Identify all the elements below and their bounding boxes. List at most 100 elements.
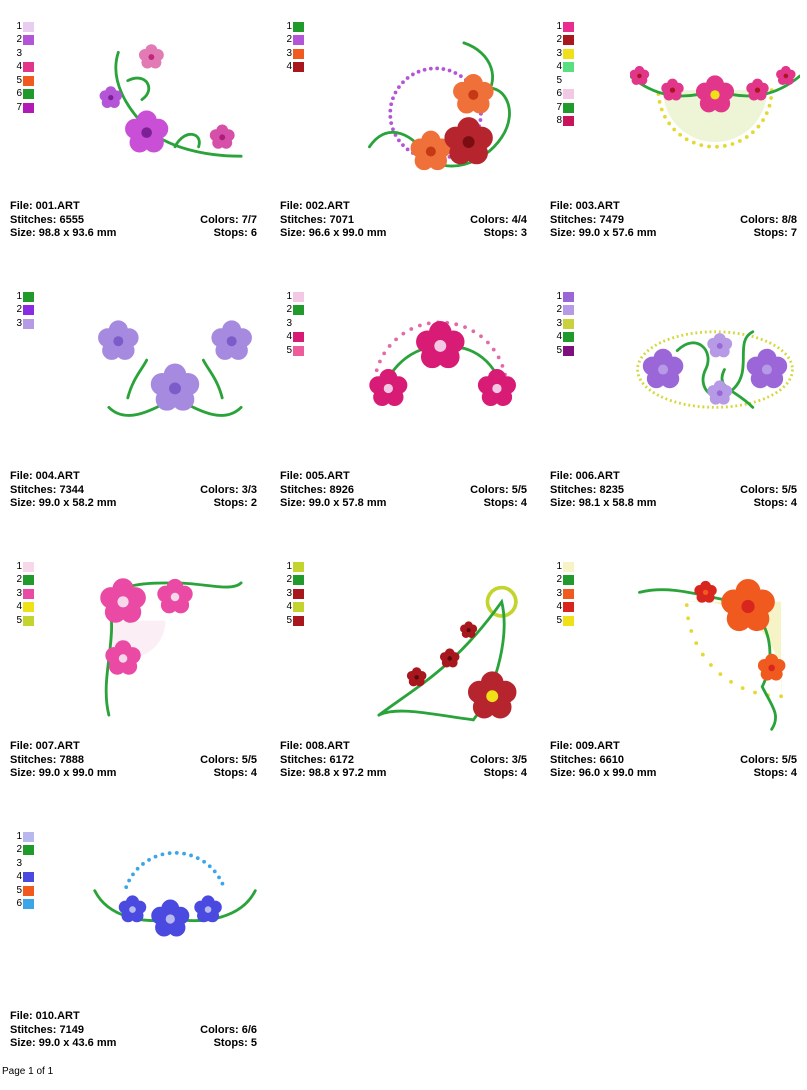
color-swatch: 3 <box>550 587 580 601</box>
embroidery-design-image <box>99 44 243 158</box>
stop-count: Stops: 4 <box>753 767 797 779</box>
color-swatch: 2 <box>280 574 310 588</box>
color-swatch: 1 <box>10 20 40 34</box>
color-count: Colors: 7/7 <box>200 213 257 226</box>
color-swatch: 2 <box>550 34 580 48</box>
color-count: Colors: 3/3 <box>200 483 257 496</box>
color-swatch: 4 <box>10 61 40 75</box>
swatch-number: 2 <box>556 304 562 316</box>
swatch-color-box <box>563 305 574 316</box>
embroidery-preview <box>630 20 800 198</box>
swatch-color-box <box>23 21 34 32</box>
design-info: File: 003.ART Stitches: 7479 Colors: 8/8 … <box>550 200 797 241</box>
swatch-number: 5 <box>286 344 292 356</box>
swatch-color-box <box>293 305 304 316</box>
file-name: File: 010.ART <box>10 1010 80 1022</box>
color-swatch: 2 <box>550 574 580 588</box>
embroidery-design-image <box>636 330 794 409</box>
color-swatch-list: 1 2 3 4 5 6 <box>10 830 40 911</box>
design-size: Size: 96.6 x 99.0 mm <box>280 227 387 239</box>
stop-count: Stops: 5 <box>213 1037 257 1049</box>
design-card: 1 2 3 4 5 File: 007.ART Stitches: 7888 Co… <box>10 560 260 820</box>
swatch-number: 4 <box>286 61 292 73</box>
embroidery-preview <box>90 290 260 468</box>
swatch-number: 2 <box>16 34 22 46</box>
color-swatch: 5 <box>280 614 310 628</box>
design-card: 1 2 3 4 5 6 7 File: 001.ART Stitches: 65… <box>10 20 260 280</box>
file-name: File: 009.ART <box>550 740 620 752</box>
swatch-color-box <box>293 319 304 329</box>
color-swatch: 4 <box>280 331 310 345</box>
color-swatch: 6 <box>10 88 40 102</box>
color-swatch: 3 <box>10 857 40 871</box>
color-swatch: 3 <box>550 47 580 61</box>
color-count: Colors: 4/4 <box>470 213 527 226</box>
design-card: 1 2 3 4 5 6 7 8 File: 003.ART Stitches: … <box>550 20 800 280</box>
swatch-color-box <box>23 615 34 626</box>
color-swatch: 4 <box>550 601 580 615</box>
design-info: File: 006.ART Stitches: 8235 Colors: 5/5 … <box>550 470 797 511</box>
file-name: File: 007.ART <box>10 740 80 752</box>
design-info: File: 008.ART Stitches: 6172 Colors: 3/5 … <box>280 740 527 781</box>
embroidery-design-image <box>369 320 516 406</box>
file-name: File: 003.ART <box>550 200 620 212</box>
stitch-count: Stitches: 6555 <box>10 213 84 226</box>
design-card: 1 2 3 4 5 File: 005.ART Stitches: 8926 Co… <box>280 290 530 550</box>
swatch-color-box <box>563 62 574 73</box>
swatch-number: 3 <box>16 857 22 869</box>
swatch-number: 3 <box>16 317 22 329</box>
swatch-number: 2 <box>286 34 292 46</box>
swatch-color-box <box>563 35 574 46</box>
design-size: Size: 99.0 x 57.6 mm <box>550 227 657 239</box>
color-swatch: 3 <box>280 47 310 61</box>
swatch-number: 6 <box>16 88 22 100</box>
design-size: Size: 96.0 x 99.0 mm <box>550 767 657 779</box>
color-count: Colors: 6/6 <box>200 1023 257 1036</box>
embroidery-preview <box>630 290 800 468</box>
swatch-number: 4 <box>286 331 292 343</box>
embroidery-design-image <box>93 851 257 937</box>
swatch-number: 2 <box>16 304 22 316</box>
swatch-color-box <box>293 588 304 599</box>
swatch-color-box <box>293 21 304 32</box>
stop-count: Stops: 3 <box>483 227 527 239</box>
design-size: Size: 99.0 x 57.8 mm <box>280 497 387 509</box>
embroidery-design-image <box>368 41 511 171</box>
embroidery-preview <box>90 560 260 738</box>
swatch-color-box <box>293 35 304 46</box>
swatch-number: 4 <box>556 331 562 343</box>
color-count: Colors: 5/5 <box>740 753 797 766</box>
color-count: Colors: 3/5 <box>470 753 527 766</box>
stop-count: Stops: 4 <box>483 767 527 779</box>
swatch-number: 5 <box>16 884 22 896</box>
swatch-number: 1 <box>556 560 562 572</box>
color-swatch: 2 <box>10 304 40 318</box>
color-swatch: 8 <box>550 115 580 129</box>
swatch-number: 5 <box>286 614 292 626</box>
color-swatch: 5 <box>550 344 580 358</box>
color-swatch: 3 <box>280 317 310 331</box>
swatch-number: 3 <box>16 587 22 599</box>
color-swatch: 1 <box>10 290 40 304</box>
stitch-count: Stitches: 6610 <box>550 753 624 766</box>
color-swatch: 4 <box>550 331 580 345</box>
color-swatch: 2 <box>10 844 40 858</box>
swatch-color-box <box>23 602 34 613</box>
swatch-color-box <box>563 575 574 586</box>
swatch-number: 3 <box>286 47 292 59</box>
color-swatch: 4 <box>10 601 40 615</box>
swatch-color-box <box>293 332 304 343</box>
swatch-number: 7 <box>556 101 562 113</box>
swatch-color-box <box>563 602 574 613</box>
file-name: File: 005.ART <box>280 470 350 482</box>
design-card: 1 2 3 4 5 6 File: 010.ART Stitches: 7149… <box>10 830 260 1090</box>
color-swatch: 1 <box>550 20 580 34</box>
swatch-color-box <box>563 332 574 343</box>
stitch-count: Stitches: 8926 <box>280 483 354 496</box>
swatch-color-box <box>563 291 574 302</box>
swatch-number: 1 <box>16 830 22 842</box>
color-swatch: 3 <box>10 587 40 601</box>
swatch-number: 6 <box>16 898 22 910</box>
stop-count: Stops: 4 <box>483 497 527 509</box>
color-swatch: 6 <box>550 88 580 102</box>
